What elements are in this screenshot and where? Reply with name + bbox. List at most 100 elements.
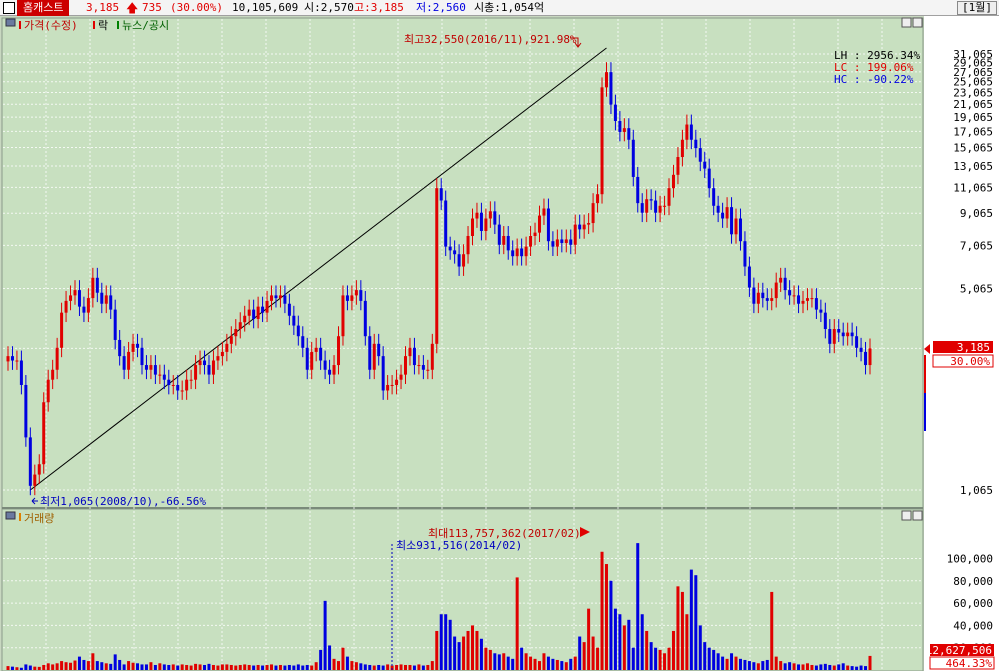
candle-body	[470, 218, 474, 236]
volume-bar	[417, 664, 421, 670]
candle-body	[479, 212, 483, 231]
pane-icon[interactable]	[5, 18, 16, 27]
volume-bar	[448, 619, 452, 670]
volume-minimize-button[interactable]	[901, 510, 912, 521]
volume-bar	[386, 664, 390, 670]
volume-bar	[185, 664, 189, 670]
candle-body	[497, 224, 501, 245]
candle-body	[828, 329, 832, 344]
volume-bar	[618, 614, 622, 670]
trend-segment	[30, 47, 607, 491]
volume-bar	[600, 551, 604, 670]
candle-body	[823, 312, 827, 330]
volume-bar	[283, 665, 287, 670]
volume-bar	[211, 664, 215, 670]
legend-volume[interactable]: 거래량	[24, 512, 54, 525]
price-change-pct: (30.00%)	[170, 1, 223, 14]
candle-body	[6, 356, 10, 362]
volume-bar	[341, 647, 345, 670]
volume-bar	[350, 661, 354, 670]
candle-body	[421, 365, 425, 370]
volume-bar	[631, 647, 635, 670]
candle-body	[725, 207, 729, 219]
volume-bar	[564, 662, 568, 670]
volume-bar	[805, 663, 809, 670]
candle-body	[46, 379, 50, 403]
candle-body	[645, 199, 649, 213]
candle-body	[774, 282, 778, 299]
candle-body	[578, 224, 582, 230]
candle-body	[810, 298, 814, 300]
volume-bar	[689, 569, 693, 670]
candle-body	[756, 292, 760, 304]
volume-bar	[42, 664, 46, 670]
volume-bar	[801, 664, 805, 670]
volume-bar	[444, 614, 448, 670]
candle-body	[689, 124, 693, 140]
candle-body	[332, 365, 336, 375]
high-price: 고:3,185	[354, 1, 404, 14]
candle-body	[381, 356, 385, 391]
volume-bar	[180, 664, 184, 670]
candle-body	[779, 277, 783, 283]
volume-bar	[792, 663, 796, 670]
candle-body	[310, 351, 314, 370]
volume-bar	[198, 664, 202, 670]
legend-price[interactable]: 가격(수정)	[24, 19, 78, 32]
candle-body	[640, 203, 644, 213]
candle-body	[698, 148, 702, 162]
volume-bar	[609, 580, 613, 670]
candle-body	[265, 300, 269, 313]
legend-news[interactable]: 뉴스/공시	[122, 19, 169, 32]
candle-body	[613, 104, 617, 121]
volume-bar	[55, 663, 59, 670]
volume-bar	[488, 649, 492, 670]
candle-body	[216, 356, 220, 361]
volume-bar	[430, 661, 434, 670]
window-menu-icon[interactable]	[3, 2, 15, 14]
candle-body	[140, 347, 144, 366]
legend-rak[interactable]: 락	[98, 19, 108, 32]
candle-body	[859, 347, 863, 352]
period-selector[interactable]: [1월]	[957, 1, 997, 15]
candle-body	[502, 235, 506, 245]
volume-bar	[542, 653, 546, 670]
volume-bar	[511, 658, 515, 670]
volume-bar	[832, 665, 836, 670]
candle-body	[77, 290, 81, 307]
volume-close-button[interactable]	[912, 510, 923, 521]
volume-bar	[645, 630, 649, 670]
candle-body	[426, 369, 430, 371]
candle-body	[19, 360, 23, 385]
volume-bar	[144, 664, 148, 670]
candle-body	[408, 347, 412, 357]
volume-bar	[752, 662, 756, 670]
candle-body	[555, 239, 559, 247]
minimize-button[interactable]	[901, 17, 912, 28]
volume-bar	[33, 666, 37, 670]
volume-bar	[515, 577, 519, 670]
volume-bar	[136, 663, 140, 670]
volume-bar	[261, 665, 265, 670]
volume-bar	[868, 655, 872, 670]
candle-body	[417, 365, 421, 367]
volume-bar	[278, 664, 282, 670]
candle-body	[354, 290, 358, 296]
volume-bar	[15, 667, 19, 670]
candle-body	[261, 306, 265, 313]
stock-name[interactable]: 홈캐스트	[17, 0, 70, 16]
volume-bar	[453, 636, 457, 670]
candle-body	[721, 212, 725, 219]
volume-pane-icon[interactable]	[5, 511, 16, 520]
candle-body	[582, 224, 586, 230]
volume-bar	[640, 614, 644, 670]
close-button[interactable]	[912, 17, 923, 28]
candle-body	[685, 124, 689, 140]
candle-body	[537, 215, 541, 233]
low-marker-arrow	[31, 497, 38, 505]
candle-body	[591, 203, 595, 224]
candle-body	[113, 309, 117, 340]
price-tick-label: 13,065	[953, 160, 993, 173]
volume-bar	[345, 656, 349, 670]
candle-body	[64, 300, 68, 313]
